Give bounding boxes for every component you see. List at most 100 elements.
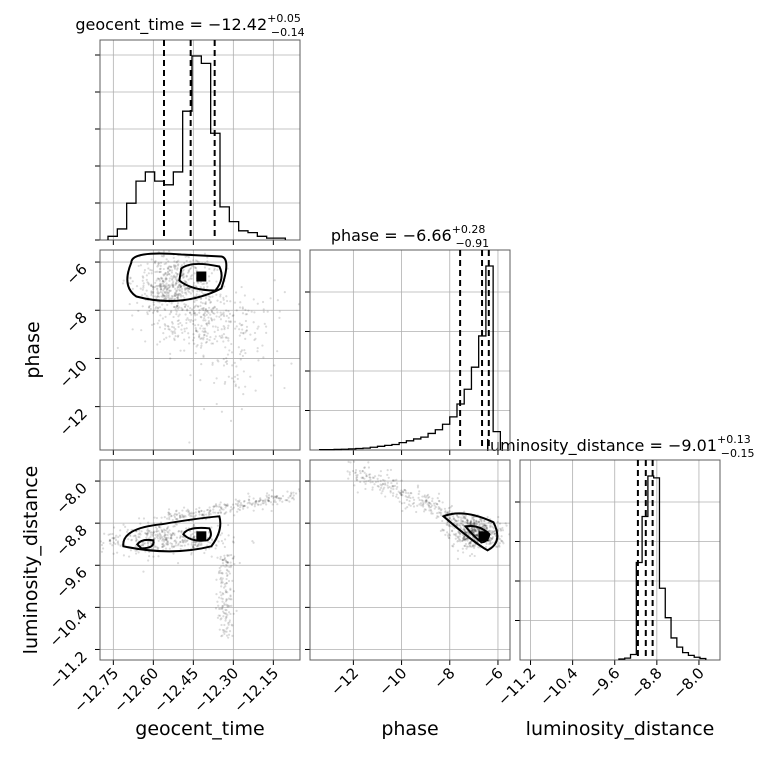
sample-point — [206, 256, 209, 259]
sample-point — [176, 297, 180, 300]
sample-point — [166, 527, 169, 530]
sample-point — [256, 346, 259, 350]
sample-point — [157, 262, 160, 265]
sample-point — [216, 556, 219, 559]
sample-point — [219, 534, 222, 537]
sample-point — [164, 324, 167, 327]
sample-point — [180, 290, 183, 293]
sample-point — [153, 260, 156, 264]
sample-point — [430, 512, 433, 515]
sample-point — [219, 314, 223, 317]
sample-point — [161, 279, 165, 283]
sample-point — [194, 543, 197, 546]
sample-point — [156, 287, 159, 290]
sample-point — [256, 302, 259, 305]
sample-point — [220, 532, 224, 535]
sample-point — [173, 533, 176, 537]
sample-point — [145, 536, 148, 539]
sample-point — [456, 523, 459, 526]
sample-point — [172, 285, 175, 289]
sample-point — [166, 291, 169, 294]
sample-point — [476, 534, 479, 537]
sample-point — [187, 287, 190, 290]
sample-point — [184, 515, 187, 518]
sample-point — [155, 529, 158, 533]
sample-point — [168, 328, 171, 331]
sample-point — [180, 274, 184, 277]
sample-point — [434, 502, 437, 505]
sample-point — [489, 539, 492, 542]
sample-point — [173, 330, 176, 333]
sample-point — [367, 473, 371, 476]
sample-point — [195, 269, 198, 272]
sample-point — [360, 476, 363, 479]
sample-point — [301, 493, 303, 495]
sample-point — [490, 537, 494, 540]
sample-point — [224, 619, 227, 622]
sample-point — [242, 500, 246, 503]
sample-point — [155, 279, 158, 282]
sample-point — [147, 267, 150, 270]
sample-point — [400, 479, 403, 482]
sample-point — [167, 293, 170, 297]
sample-point — [466, 545, 469, 548]
sample-point — [181, 539, 184, 542]
sample-point — [190, 551, 193, 554]
sample-point — [471, 517, 474, 520]
sample-point — [239, 358, 242, 361]
sample-point — [361, 476, 364, 480]
sample-point — [204, 310, 207, 313]
sample-point — [177, 323, 180, 326]
sample-point — [164, 529, 168, 532]
sample-point — [174, 287, 177, 290]
sample-point — [231, 634, 234, 637]
sample-point — [391, 494, 395, 497]
sample-point — [450, 529, 454, 532]
sample-point — [391, 479, 395, 482]
sample-point — [493, 532, 497, 535]
sample-point — [190, 511, 193, 514]
sample-point — [172, 545, 176, 548]
sample-point — [175, 304, 179, 308]
sample-point — [452, 543, 455, 546]
sample-point — [188, 311, 192, 314]
sample-point — [156, 277, 159, 280]
sample-point — [219, 511, 222, 514]
sample-point — [178, 313, 181, 316]
sample-point — [122, 279, 125, 282]
sample-point — [202, 319, 205, 322]
sample-point — [216, 268, 219, 271]
sample-point — [135, 284, 139, 288]
sample-point — [265, 503, 268, 506]
sample-point — [485, 525, 488, 528]
sample-point — [273, 364, 276, 367]
sample-point — [223, 632, 226, 636]
sample-point — [156, 322, 159, 325]
sample-point — [157, 244, 159, 246]
sample-point — [465, 531, 468, 535]
sample-point — [469, 541, 472, 545]
sample-point — [235, 309, 238, 312]
sample-point — [219, 318, 223, 321]
sample-point — [421, 504, 424, 507]
sample-point — [452, 517, 455, 521]
sample-point — [395, 478, 398, 482]
sample-point — [261, 499, 265, 503]
sample-point — [177, 263, 180, 266]
sample-point — [147, 306, 151, 309]
sample-point — [167, 511, 171, 514]
sample-point — [183, 305, 187, 309]
sample-point — [174, 294, 177, 298]
sample-point — [488, 529, 491, 532]
sample-point — [242, 332, 245, 335]
sample-point — [146, 529, 149, 532]
sample-point — [166, 542, 170, 545]
tick-label-x: −10 — [375, 664, 410, 699]
sample-point — [429, 505, 432, 509]
sample-point — [397, 490, 400, 493]
sample-point — [225, 572, 228, 575]
sample-point — [184, 288, 187, 292]
sample-point — [162, 545, 165, 548]
sample-point — [167, 525, 170, 528]
panel-frame — [309, 249, 511, 451]
